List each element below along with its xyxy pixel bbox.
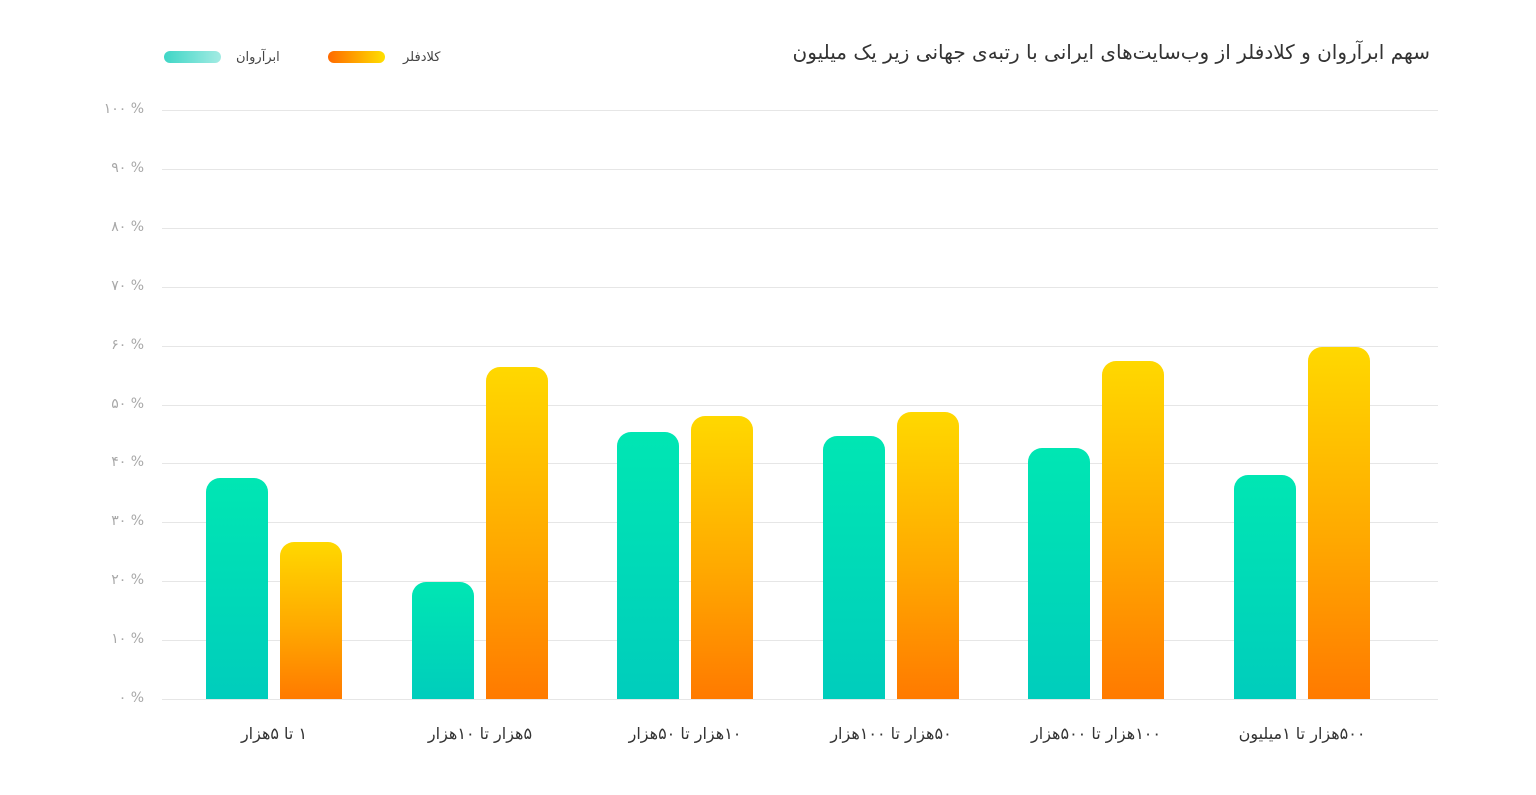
legend-item-cloudflare: کلادفلر [328,46,440,68]
bar-cloudflare [486,367,548,699]
bar-arvan [617,432,679,699]
y-tick-label: ۵۰ % [111,396,144,412]
y-tick-label: ۱۰ % [111,631,144,647]
gridline [162,110,1438,111]
gridline [162,346,1438,347]
legend-swatch-cloudflare [328,51,385,63]
y-tick-label: ۷۰ % [111,278,144,294]
bar-cloudflare [280,542,342,699]
gridline [162,581,1438,582]
x-tick-label: ۱۰هزار تا ۵۰هزار [628,724,742,743]
bar-cloudflare [1102,361,1164,699]
bar-arvan [1028,448,1090,699]
gridline [162,640,1438,641]
x-tick-label: ۵هزار تا ۱۰هزار [427,724,533,743]
legend-swatch-arvan [164,51,221,63]
gridline [162,287,1438,288]
gridline [162,699,1438,700]
x-tick-label: ۵۰هزار تا ۱۰۰هزار [830,724,952,743]
gridline [162,463,1438,464]
bar-cloudflare [897,412,959,699]
bar-arvan [1234,475,1296,699]
x-tick-label: ۱ تا ۵هزار [240,724,308,743]
y-tick-label: ۸۰ % [111,219,144,235]
y-tick-label: ۲۰ % [111,572,144,588]
y-tick-label: ۹۰ % [111,160,144,176]
y-tick-label: ۱۰۰ % [103,101,144,117]
bar-cloudflare [1308,347,1370,699]
chart-title: سهم ابرآروان و کلادفلر از وب‌سایت‌های ای… [792,40,1430,64]
gridline [162,228,1438,229]
x-tick-label: ۱۰۰هزار تا ۵۰۰هزار [1031,724,1161,743]
y-tick-label: ۶۰ % [111,337,144,353]
legend-label-arvan: ابرآروان [236,49,280,65]
bar-arvan [412,582,474,699]
gridline [162,405,1438,406]
bar-cloudflare [691,416,753,699]
y-tick-label: ۴۰ % [111,454,144,470]
y-tick-label: ۰ % [118,690,144,706]
gridline [162,522,1438,523]
bar-arvan [206,478,268,699]
bar-arvan [823,436,885,699]
gridline [162,169,1438,170]
x-tick-label: ۵۰۰هزار تا ۱میلیون [1238,724,1366,743]
legend-item-arvan: ابرآروان [164,46,280,68]
legend-label-cloudflare: کلادفلر [403,49,441,65]
y-tick-label: ۳۰ % [111,513,144,529]
